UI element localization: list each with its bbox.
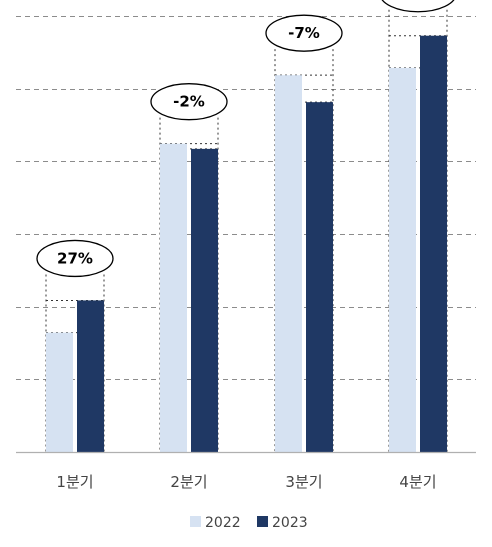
growth-bubbles: 27% -2% -7% 8%: [36, 0, 455, 278]
growth-label: 8%: [405, 0, 430, 3]
legend: 2022 2023: [190, 515, 308, 531]
growth-label: 27%: [57, 249, 93, 267]
bar-2023-2: [191, 148, 218, 452]
legend-swatch-2023: [257, 516, 268, 527]
bars: [46, 35, 447, 453]
growth-bubble: [381, 0, 455, 13]
bar-2023-1: [77, 300, 104, 452]
category-label: 2분기: [170, 473, 207, 491]
legend-swatch-2022: [190, 516, 201, 527]
growth-bubble: [265, 14, 343, 52]
category-label: 1분기: [56, 473, 93, 491]
bar-2023-4: [420, 35, 447, 452]
category-label: 4분기: [399, 473, 436, 491]
bar-2022-2: [160, 143, 187, 452]
growth-bubble: [150, 83, 228, 121]
growth-label: -7%: [288, 24, 320, 42]
legend-label-2023: 2023: [272, 515, 308, 531]
category-labels: 1분기 2분기 3분기 4분기: [56, 473, 436, 491]
bar-2022-3: [275, 75, 302, 453]
category-label: 3분기: [285, 473, 322, 491]
bar-2022-4: [389, 67, 416, 453]
growth-bubble: [36, 239, 114, 278]
growth-label: -2%: [173, 93, 205, 111]
bar-2023-3: [306, 102, 333, 453]
legend-label-2022: 2022: [205, 515, 241, 531]
growth-guide-lines: [45, 9, 448, 452]
bar-2022-1: [46, 332, 73, 452]
